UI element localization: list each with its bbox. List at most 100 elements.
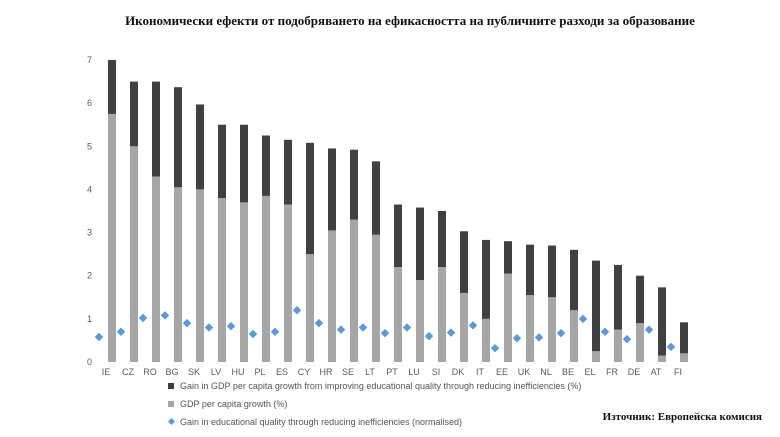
bar-gain-gdp-el [592,260,600,352]
bar-gain-gdp-pl [262,135,270,196]
legend-item-education-gain: Gain in educational quality through redu… [167,416,581,434]
legend-label-education-gain: Gain in educational quality through redu… [180,417,462,427]
x-tick-label-hu: HU [232,367,245,377]
bar-gain-gdp-ro [152,81,160,177]
markers-group [94,305,676,353]
marker-education-gain-es [270,327,280,337]
marker-education-gain-fr [600,327,610,337]
marker-education-gain-si [424,331,434,341]
x-tick-label-at: AT [651,367,662,377]
x-tick-label-hr: HR [320,367,333,377]
bar-gain-gdp-at [658,287,666,356]
x-tick-label-se: SE [342,367,354,377]
marker-education-gain-pt [380,328,390,338]
x-tick-label-lv: LV [211,367,221,377]
bar-gain-gdp-uk [526,244,534,296]
bar-gdp-growth-pl [262,195,270,362]
marker-education-gain-ie [94,332,104,342]
bar-gain-gdp-de [636,275,644,324]
bar-gdp-growth-lu [416,280,424,362]
marker-education-gain-hu [226,321,236,331]
bar-gdp-growth-el [592,351,600,362]
bar-gdp-growth-dk [460,292,468,362]
bar-gain-gdp-sk [196,104,204,190]
y-tick-label: 4 [87,184,92,194]
bar-gdp-growth-ee [504,273,512,362]
bar-gdp-growth-bg [174,187,182,362]
marker-education-gain-dk [446,328,456,337]
x-tick-label-it: IT [476,367,485,377]
x-tick-label-ie: IE [102,367,111,377]
bar-gain-gdp-se [350,149,358,220]
bar-gain-gdp-bg [174,87,182,188]
legend-item-gain-gdp: Gain in GDP per capita growth from impro… [168,380,581,398]
legend-swatch-education-gain [167,417,176,426]
bar-gain-gdp-be [570,249,578,311]
bar-gdp-growth-ro [152,176,160,362]
x-tick-label-lu: LU [408,367,420,377]
bar-gdp-growth-cz [130,146,138,362]
bar-gain-gdp-fi [680,322,688,354]
x-tick-label-pt: PT [386,367,398,377]
bar-gain-gdp-lv [218,124,226,199]
bar-gdp-growth-sk [196,189,204,362]
marker-education-gain-cz [116,327,126,337]
bar-gain-gdp-cy [306,142,314,255]
legend-label-gain-gdp: Gain in GDP per capita growth from impro… [180,381,582,391]
x-tick-label-cz: CZ [122,367,134,377]
x-tick-label-pl: PL [254,367,265,377]
bar-gain-gdp-lu [416,207,424,281]
y-tick-label: 3 [87,228,92,238]
marker-education-gain-lv [204,323,214,332]
bar-gdp-growth-nl [548,297,556,362]
y-tick-label: 5 [87,141,92,151]
x-tick-label-el: EL [584,367,595,377]
marker-education-gain-bg [160,311,170,320]
y-tick-label: 6 [87,98,92,108]
bar-gain-gdp-fr [614,264,622,330]
x-tick-label-lt: LT [365,367,375,377]
marker-education-gain-uk [512,334,522,343]
bars-group [108,60,688,362]
marker-education-gain-pl [248,329,258,339]
x-tick-label-dk: DK [452,367,465,377]
bar-gdp-growth-cy [306,254,314,362]
marker-education-gain-lu [402,323,412,332]
marker-education-gain-ro [138,313,148,323]
bar-gain-gdp-lt [372,161,380,235]
marker-education-gain-cy [292,305,302,315]
bar-gdp-growth-es [284,204,292,362]
bar-gain-gdp-it [482,239,490,319]
y-tick-label: 2 [87,271,92,281]
bar-gain-gdp-ie [108,60,116,114]
legend-swatch-gdp-growth [168,401,174,407]
legend: Gain in GDP per capita growth from impro… [167,380,581,434]
bar-gdp-growth-it [482,318,490,362]
marker-education-gain-be [556,328,566,338]
y-tick-label: 1 [87,314,92,324]
x-tick-label-bg: BG [165,367,178,377]
bar-gdp-growth-hr [328,230,336,362]
legend-label-gdp-growth: GDP per capita growth (%) [180,399,288,409]
source-note: Източник: Европейска комисия [602,411,762,423]
bar-gain-gdp-si [438,211,446,268]
bar-gdp-growth-fi [680,353,688,362]
x-tick-label-ro: RO [143,367,157,377]
y-tick-label: 7 [87,55,92,65]
marker-education-gain-de [622,334,632,344]
bar-gain-gdp-cz [130,81,138,147]
marker-education-gain-fi [666,342,676,352]
bar-gdp-growth-lv [218,198,226,362]
x-tick-label-uk: UK [518,367,531,377]
bar-gain-gdp-ee [504,241,512,274]
y-axis: 0 1 2 3 4 5 6 7 [87,55,92,367]
bar-gdp-growth-fr [614,329,622,362]
bar-gdp-growth-de [636,323,644,362]
bar-gain-gdp-dk [460,231,468,293]
bar-gdp-growth-ie [108,113,116,362]
marker-education-gain-el [578,314,588,324]
bar-gain-gdp-nl [548,245,556,298]
x-tick-label-ee: EE [496,367,508,377]
bar-gain-gdp-hr [328,148,336,231]
x-tick-label-cy: CY [298,367,311,377]
